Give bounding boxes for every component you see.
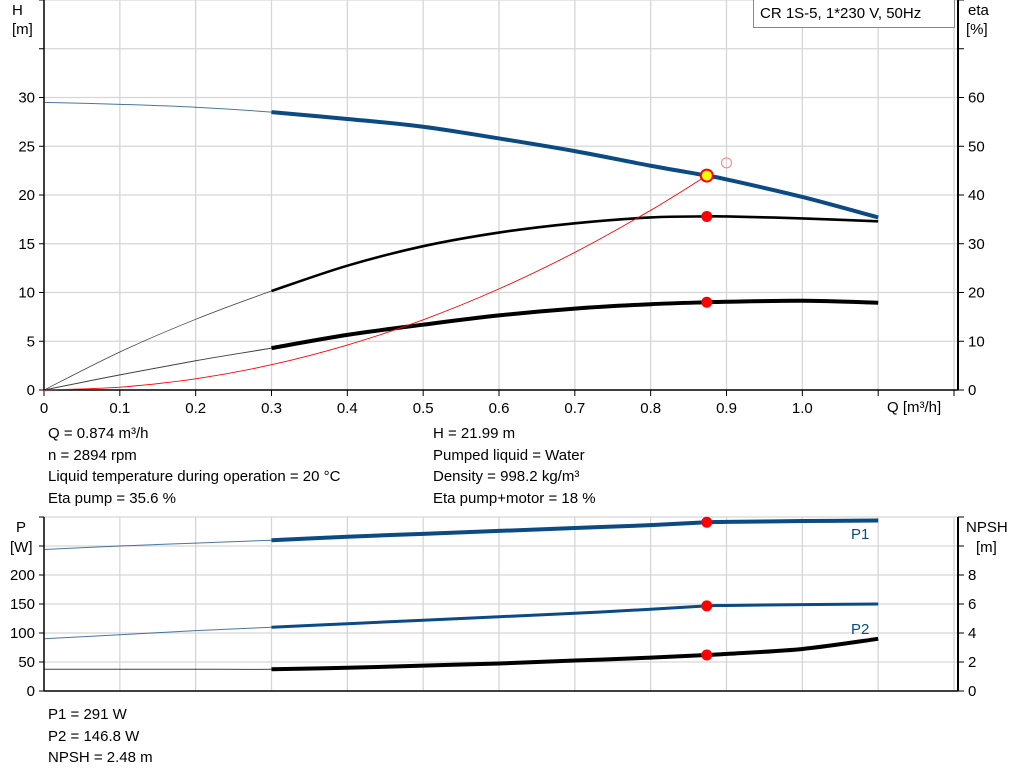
y-tick-label: 150 — [10, 596, 35, 613]
y2-tick-label: 0 — [968, 382, 976, 399]
operating-info-left: Q = 0.874 m³/h n = 2894 rpm Liquid tempe… — [48, 423, 340, 509]
eta-pump-motor-value: Eta pump+motor = 18 % — [433, 489, 596, 507]
eta-pump-value: Eta pump = 35.6 % — [48, 489, 176, 507]
p1-series-label: P1 — [851, 526, 869, 543]
x-tick-label: 0.1 — [109, 400, 130, 417]
y-tick-label: 0 — [27, 382, 35, 399]
x-tick-label: 0.5 — [413, 400, 434, 417]
q-axis-label: Q [m³/h] — [887, 399, 941, 416]
p2-series-label: P2 — [851, 621, 869, 638]
eta-axis-label: eta — [968, 2, 990, 19]
y-tick-label: 20 — [18, 187, 35, 204]
x-tick-label: 0.2 — [185, 400, 206, 417]
system-curve-line — [43, 175, 708, 391]
y2-tick-label: 20 — [968, 285, 985, 302]
p1-curve-line — [271, 518, 879, 543]
p1-value: P1 = 291 W — [48, 706, 127, 723]
eta-operating-marker — [701, 210, 713, 222]
power-info: P1 = 291 W P2 = 146.8 W NPSH = 2.48 m — [48, 704, 153, 769]
duty-point-marker — [699, 168, 714, 183]
liquid-temperature-value: Liquid temperature during operation = 20… — [48, 468, 341, 485]
y-tick-label: 10 — [18, 285, 35, 302]
x-tick-label: 0.7 — [564, 400, 585, 417]
eta-pump-motor-line-thin — [43, 300, 879, 391]
p-axis-label: P — [16, 519, 26, 536]
x-tick-label: 0.3 — [261, 400, 282, 417]
y-tick-label: 200 — [10, 567, 35, 584]
lower-chart-power-npsh: 0 50 100 150 200 0 2 4 6 8 — [10, 516, 976, 700]
y2-tick-label: 40 — [968, 187, 985, 204]
upper-chart-performance: 0 5 10 15 20 25 30 0 10 20 30 40 50 60 0 0.1 0.2 0.3 0.4 0.… — [18, 0, 985, 417]
y-tick-label: 100 — [10, 625, 35, 642]
eta-pump-motor-line — [271, 298, 879, 351]
eta-operating-marker — [701, 296, 713, 308]
y-tick-label: 50 — [18, 654, 35, 671]
p2-operating-marker — [701, 600, 713, 612]
y2-tick-label: 50 — [968, 138, 985, 155]
y2-tick-label: 6 — [968, 596, 976, 613]
x-tick-label: 0 — [40, 400, 48, 417]
y-tick-label: 5 — [27, 333, 35, 350]
y2-tick-label: 2 — [968, 654, 976, 671]
npsh-value: NPSH = 2.48 m — [48, 749, 153, 766]
y-tick-label: 15 — [18, 236, 35, 253]
y-tick-label: 0 — [27, 683, 35, 700]
head-curve-line-thin — [43, 101, 879, 218]
eta-axis-unit: [%] — [966, 21, 988, 38]
y2-tick-label: 10 — [968, 333, 985, 350]
h-axis-label: H — [12, 2, 23, 19]
y2-tick-label: 60 — [968, 90, 985, 107]
head-value: H = 21.99 m — [433, 425, 516, 442]
y2-tick-label: 0 — [968, 683, 976, 700]
speed-value: n = 2894 rpm — [48, 446, 137, 464]
x-tick-label: 0.4 — [337, 400, 358, 417]
x-tick-label: 1.0 — [792, 400, 813, 417]
y-tick-label: 25 — [18, 138, 35, 155]
h-axis-unit: [m] — [12, 21, 33, 38]
x-tick-label: 0.9 — [716, 400, 737, 417]
npsh-axis-label: NPSH — [966, 519, 1008, 536]
p1-operating-marker — [701, 516, 713, 528]
npsh-operating-marker — [701, 649, 713, 661]
eta-pump-line — [271, 214, 879, 293]
y2-tick-label: 8 — [968, 567, 976, 584]
y-tick-label: 30 — [18, 90, 35, 107]
head-curve-line — [271, 110, 879, 220]
operating-info-right: H = 21.99 m Pumped liquid = Water Densit… — [433, 423, 596, 509]
p2-curve-line — [271, 602, 879, 629]
npsh-axis-unit: [m] — [976, 539, 997, 556]
npsh-curve-line — [271, 636, 879, 672]
requested-point-marker — [721, 157, 732, 169]
p1-curve-line-thin — [43, 519, 879, 550]
pump-title-box: CR 1S-5, 1*230 V, 50Hz — [753, 0, 955, 28]
pumped-liquid-value: Pumped liquid = Water — [433, 446, 585, 464]
density-value: Density = 998.2 kg/m³ — [433, 468, 580, 485]
flow-value: Q = 0.874 m³/h — [48, 425, 149, 442]
y2-tick-label: 4 — [968, 625, 976, 642]
p2-value: P2 = 146.8 W — [48, 727, 140, 745]
p-axis-unit: [W] — [10, 539, 33, 556]
y2-tick-label: 30 — [968, 236, 985, 253]
x-tick-label: 0.8 — [640, 400, 661, 417]
x-tick-label: 0.6 — [489, 400, 510, 417]
